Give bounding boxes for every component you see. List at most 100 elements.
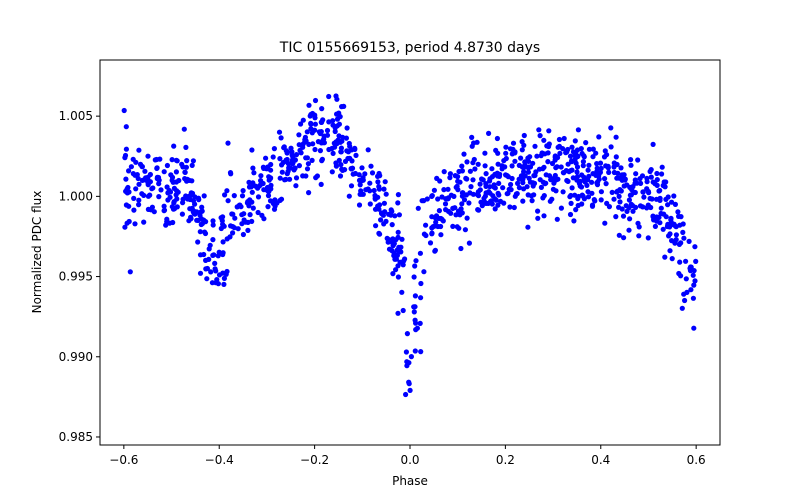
- data-point: [568, 200, 574, 206]
- data-point: [618, 188, 624, 194]
- data-point: [647, 168, 653, 175]
- data-point: [497, 198, 504, 204]
- data-point: [458, 245, 464, 252]
- data-point: [171, 200, 177, 206]
- data-point: [381, 200, 387, 206]
- data-point: [540, 195, 546, 201]
- data-point: [630, 208, 636, 214]
- data-point: [245, 227, 251, 233]
- data-point: [249, 189, 255, 195]
- data-point: [431, 187, 437, 193]
- data-point: [131, 207, 137, 213]
- data-point: [427, 240, 434, 246]
- data-point: [468, 184, 474, 190]
- data-point: [572, 138, 578, 144]
- data-point: [654, 218, 660, 224]
- data-point: [359, 178, 365, 184]
- data-point: [365, 147, 371, 153]
- data-point: [648, 204, 654, 211]
- data-point: [318, 129, 324, 135]
- data-point: [318, 140, 325, 146]
- data-point: [489, 166, 495, 172]
- data-point: [197, 229, 203, 235]
- data-point: [462, 227, 468, 233]
- data-point: [572, 152, 578, 159]
- data-point: [381, 186, 387, 192]
- data-point: [369, 170, 376, 176]
- data-point: [298, 121, 304, 127]
- x-tick-label: −0.6: [109, 453, 138, 467]
- data-point: [192, 201, 198, 207]
- data-point: [663, 214, 669, 220]
- data-point: [312, 121, 318, 127]
- data-point: [527, 154, 533, 160]
- data-point: [329, 169, 335, 175]
- data-point: [154, 165, 160, 171]
- data-point: [395, 200, 401, 206]
- data-point: [573, 207, 579, 213]
- data-point: [227, 170, 234, 176]
- data-point: [167, 194, 173, 200]
- data-point: [183, 144, 189, 150]
- data-point: [141, 219, 147, 225]
- data-point: [136, 181, 142, 187]
- data-point: [330, 118, 336, 124]
- data-point: [221, 281, 227, 287]
- data-point: [606, 169, 612, 175]
- data-point: [345, 149, 351, 155]
- data-point: [620, 213, 627, 219]
- data-point: [368, 163, 374, 169]
- data-point: [413, 258, 419, 264]
- data-point: [214, 277, 220, 283]
- data-point: [344, 125, 350, 131]
- data-point: [418, 295, 424, 301]
- data-point: [626, 227, 632, 233]
- data-point: [123, 188, 129, 194]
- data-point: [249, 147, 255, 153]
- data-point: [373, 223, 379, 229]
- data-point: [134, 172, 140, 178]
- data-point: [393, 267, 399, 273]
- data-point: [541, 137, 547, 143]
- data-point: [688, 287, 694, 293]
- data-point: [413, 327, 419, 333]
- data-point: [158, 187, 164, 193]
- data-point: [569, 185, 575, 191]
- data-point: [156, 194, 162, 200]
- data-point: [459, 163, 465, 169]
- data-point: [611, 196, 617, 202]
- data-point: [574, 147, 581, 153]
- data-point: [510, 146, 516, 152]
- data-point: [482, 193, 488, 199]
- data-point: [418, 349, 424, 355]
- data-point: [537, 133, 543, 139]
- data-point: [317, 148, 323, 154]
- data-point: [579, 201, 585, 207]
- y-tick-label: 0.995: [59, 270, 93, 284]
- data-point: [161, 207, 168, 213]
- data-point: [255, 209, 261, 216]
- data-point: [258, 173, 264, 179]
- data-point: [602, 220, 608, 226]
- data-point: [626, 205, 632, 211]
- data-point: [532, 143, 538, 149]
- data-point: [126, 218, 132, 225]
- data-point: [637, 176, 643, 182]
- x-tick-label: −0.4: [205, 453, 234, 467]
- data-point: [400, 307, 406, 314]
- data-point: [438, 232, 444, 238]
- data-point: [648, 174, 654, 180]
- data-point: [319, 119, 325, 125]
- data-point: [676, 241, 683, 247]
- data-point: [350, 171, 356, 177]
- data-point: [164, 219, 170, 225]
- data-point: [347, 155, 353, 161]
- data-point: [174, 196, 180, 202]
- data-point: [265, 188, 271, 194]
- data-point: [656, 214, 662, 220]
- data-point: [627, 192, 634, 198]
- data-point: [508, 181, 514, 188]
- data-point: [390, 271, 396, 277]
- data-point: [371, 187, 377, 194]
- data-point: [669, 199, 675, 205]
